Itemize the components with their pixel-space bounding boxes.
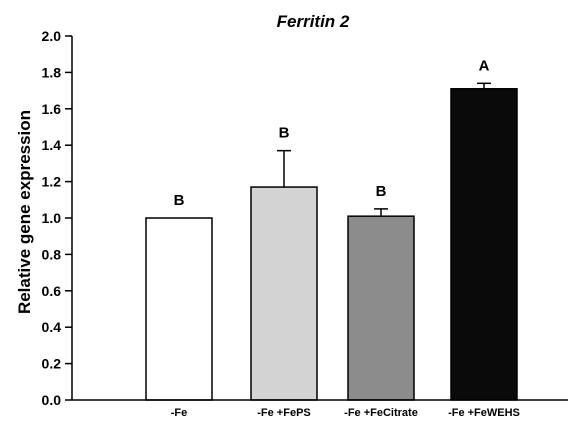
significance-label: A: [479, 57, 490, 74]
y-tick-label: 0.2: [42, 356, 62, 372]
y-tick-label: 1.6: [42, 101, 62, 117]
bar: [450, 88, 518, 401]
bar: [250, 186, 318, 401]
significance-label: B: [279, 125, 290, 142]
significance-label: B: [174, 192, 185, 209]
significance-label: B: [376, 183, 387, 200]
y-tick-label: 0.0: [42, 392, 62, 408]
y-tick-label: 0.4: [42, 319, 62, 335]
y-tick-label: 1.2: [42, 174, 62, 190]
y-tick-label: 1.8: [42, 64, 62, 80]
x-tick-label: -Fe +FePS: [257, 407, 311, 419]
y-tick-label: 0.6: [42, 283, 62, 299]
bar: [145, 217, 213, 401]
y-tick-label: 1.4: [42, 137, 62, 153]
x-tick-label: -Fe: [171, 407, 188, 419]
bar: [347, 215, 415, 401]
y-tick-label: 1.0: [42, 210, 62, 226]
y-tick-label: 2.0: [42, 28, 62, 44]
chart-title: Ferritin 2: [277, 12, 350, 31]
y-tick-label: 0.8: [42, 246, 62, 262]
x-tick-label: -Fe +FeCitrate: [344, 407, 418, 419]
x-tick-label: -Fe +FeWEHS: [448, 407, 520, 419]
y-axis-label: Relative gene expression: [15, 110, 34, 314]
